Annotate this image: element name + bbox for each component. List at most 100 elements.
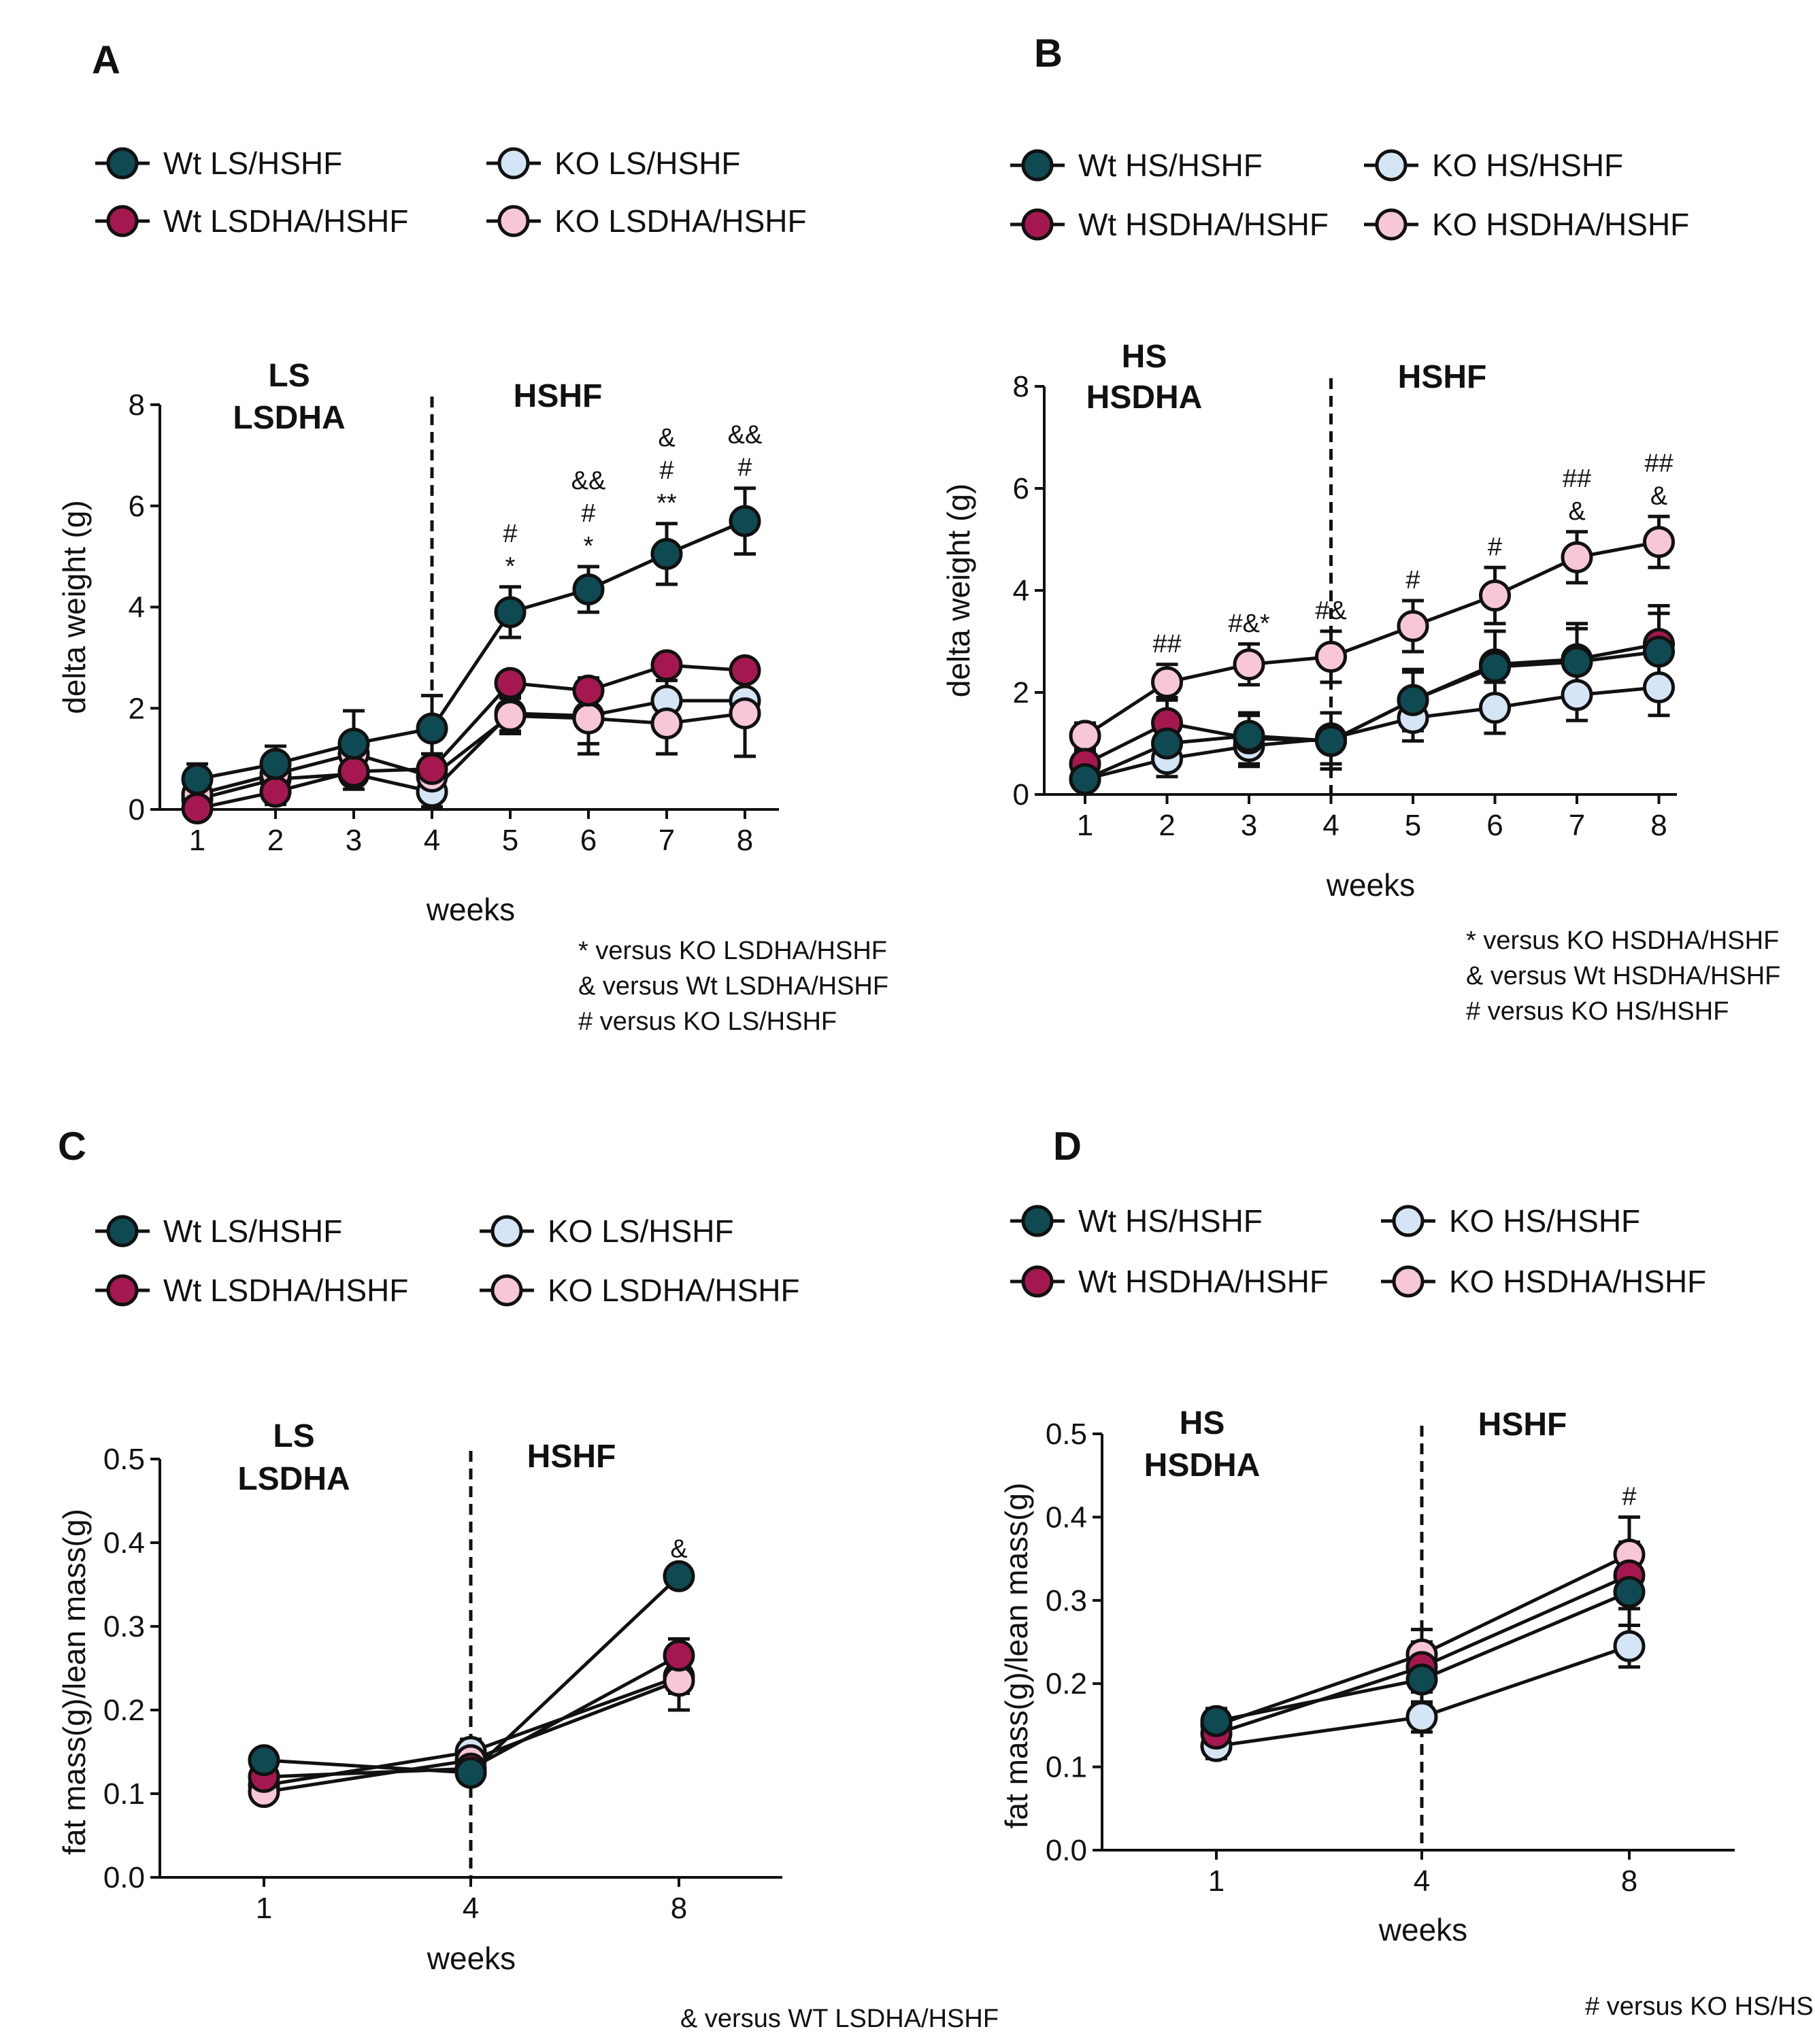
data-point — [650, 649, 683, 682]
legend-label: KO LS/HSHF — [554, 146, 741, 181]
x-tick-label: 8 — [737, 824, 753, 857]
data-point — [259, 775, 292, 808]
legend-marker — [497, 147, 530, 180]
data-point — [181, 792, 214, 825]
data-point — [1561, 541, 1593, 573]
legend: Wt HS/HSHF KO HS/HSHF Wt HSDHA/HSHF KO HSDH… — [1010, 1203, 1706, 1299]
data-point — [1643, 635, 1675, 668]
legend-item: Wt HS/HSHF — [1010, 1203, 1263, 1239]
significance-mark: * — [584, 532, 594, 560]
legend: Wt LS/HSHF KO LS/HSHF Wt LSDHA/HSHF KO LSDH… — [95, 1213, 800, 1308]
y-tick-label: 0.1 — [103, 1777, 145, 1811]
legend-label: KO LSDHA/HSHF — [548, 1273, 800, 1308]
data-point — [729, 654, 761, 686]
x-tick-label: 6 — [1486, 809, 1503, 842]
y-axis-title: delta weight (g) — [56, 500, 92, 714]
panel-a: A Wt LS/HSHF KO LS/HSHF Wt LSDHA/HSHF KO LSD… — [56, 38, 888, 1036]
significance-mark: & — [1650, 482, 1667, 510]
legend-item: Wt HSDHA/HSHF — [1010, 207, 1329, 242]
significance-mark: # — [1405, 566, 1420, 594]
legend-item: KO HSDHA/HSHF — [1381, 1264, 1706, 1299]
data-point — [416, 753, 448, 785]
phase-label-post: HSHF — [1478, 1407, 1567, 1443]
legend-marker — [106, 1215, 139, 1247]
x-axis-title: weeks — [1326, 867, 1415, 903]
panel-letter: D — [1053, 1124, 1082, 1169]
y-tick-label: 2 — [1013, 676, 1029, 709]
significance-mark: & — [658, 424, 675, 452]
data-point — [729, 697, 761, 730]
legend-marker — [497, 205, 530, 237]
phase-label-post: HSHF — [1398, 359, 1487, 395]
data-point — [1397, 610, 1429, 642]
data-point — [572, 674, 605, 707]
legend-label: Wt LSDHA/HSHF — [163, 203, 408, 239]
footnote: # versus KO LS/HSHF — [578, 1007, 837, 1036]
legend-label: KO HS/HSHF — [1449, 1203, 1640, 1239]
significance-mark: # — [1488, 533, 1502, 561]
x-axis-title: weeks — [426, 892, 515, 927]
legend-marker — [1375, 149, 1408, 182]
significance-mark: & — [670, 1535, 687, 1563]
data-point — [454, 1756, 487, 1789]
y-tick-label: 0 — [129, 793, 145, 826]
x-tick-label: 1 — [189, 824, 205, 857]
data-point — [1315, 724, 1347, 757]
data-series — [181, 486, 761, 825]
axes: 0.0 0.1 0.2 0.3 0.4 0.5 1 4 8 — [103, 1443, 782, 1925]
data-series — [248, 1560, 695, 1809]
data-point — [1479, 580, 1511, 611]
legend-marker — [1021, 208, 1054, 241]
data-point — [1479, 692, 1511, 724]
significance-mark: && — [571, 467, 606, 495]
x-tick-label: 7 — [1569, 809, 1585, 842]
data-point — [663, 1639, 695, 1672]
y-tick-label: 0.5 — [1046, 1418, 1087, 1451]
significance-mark: # — [503, 520, 517, 548]
phase-label-pre: HS — [1122, 339, 1167, 375]
x-tick-label: 5 — [1405, 809, 1421, 842]
footnote: * versus KO HSDHA/HSHF — [1466, 926, 1779, 955]
significance-mark: # — [581, 499, 595, 528]
x-axis-title: weeks — [1378, 1912, 1467, 1947]
panel-b: B Wt HS/HSHF KO HS/HSHF Wt HSDHA/HSHF KO HSD… — [941, 31, 1780, 1026]
significance-mark: ## — [1644, 449, 1673, 478]
y-tick-label: 6 — [129, 490, 145, 523]
legend-label: Wt LS/HSHF — [163, 1213, 342, 1249]
phase-label-pre: LSDHA — [237, 1461, 350, 1497]
significance-mark: #& — [1315, 597, 1346, 625]
legend-label: Wt HSDHA/HSHF — [1078, 207, 1329, 242]
x-tick-label: 2 — [1159, 809, 1175, 842]
phase-label-pre: LS — [273, 1418, 314, 1454]
data-point — [1069, 720, 1101, 752]
legend-item: KO HSDHA/HSHF — [1364, 207, 1689, 242]
data-point — [1613, 1576, 1646, 1609]
y-tick-label: 2 — [129, 692, 145, 725]
legend-item: KO LS/HSHF — [486, 146, 741, 181]
x-tick-label: 4 — [1414, 1864, 1430, 1898]
significance-mark: && — [728, 421, 763, 450]
data-point — [650, 707, 683, 740]
significance-mark: ## — [1152, 630, 1181, 658]
legend-marker — [1392, 1205, 1425, 1237]
y-axis-title: delta weight (g) — [941, 484, 976, 698]
axes: 0 2 4 6 8 1 2 3 4 5 6 7 8 — [129, 388, 779, 857]
legend-item: KO HS/HSHF — [1381, 1203, 1640, 1239]
legend-item: Wt LSDHA/HSHF — [95, 203, 408, 239]
data-point — [1233, 720, 1265, 752]
legend-marker — [106, 1274, 139, 1307]
significance-mark: * — [505, 552, 516, 581]
data-point — [1643, 526, 1675, 558]
footnote: & versus Wt LSDHA/HSHF — [578, 972, 888, 1001]
data-point — [1151, 727, 1183, 760]
data-point — [494, 667, 527, 699]
significance-mark: ** — [656, 489, 677, 518]
footnote: & versus WT LSDHA/HSHF — [680, 2005, 999, 2033]
legend-label: KO LSDHA/HSHF — [554, 203, 807, 239]
legend-item: Wt LSDHA/HSHF — [95, 1273, 408, 1308]
data-point — [572, 573, 605, 605]
legend-label: KO LS/HSHF — [548, 1213, 734, 1249]
phase-label-pre: HSDHA — [1144, 1447, 1261, 1484]
data-point — [1643, 671, 1675, 703]
data-point — [1151, 666, 1183, 699]
